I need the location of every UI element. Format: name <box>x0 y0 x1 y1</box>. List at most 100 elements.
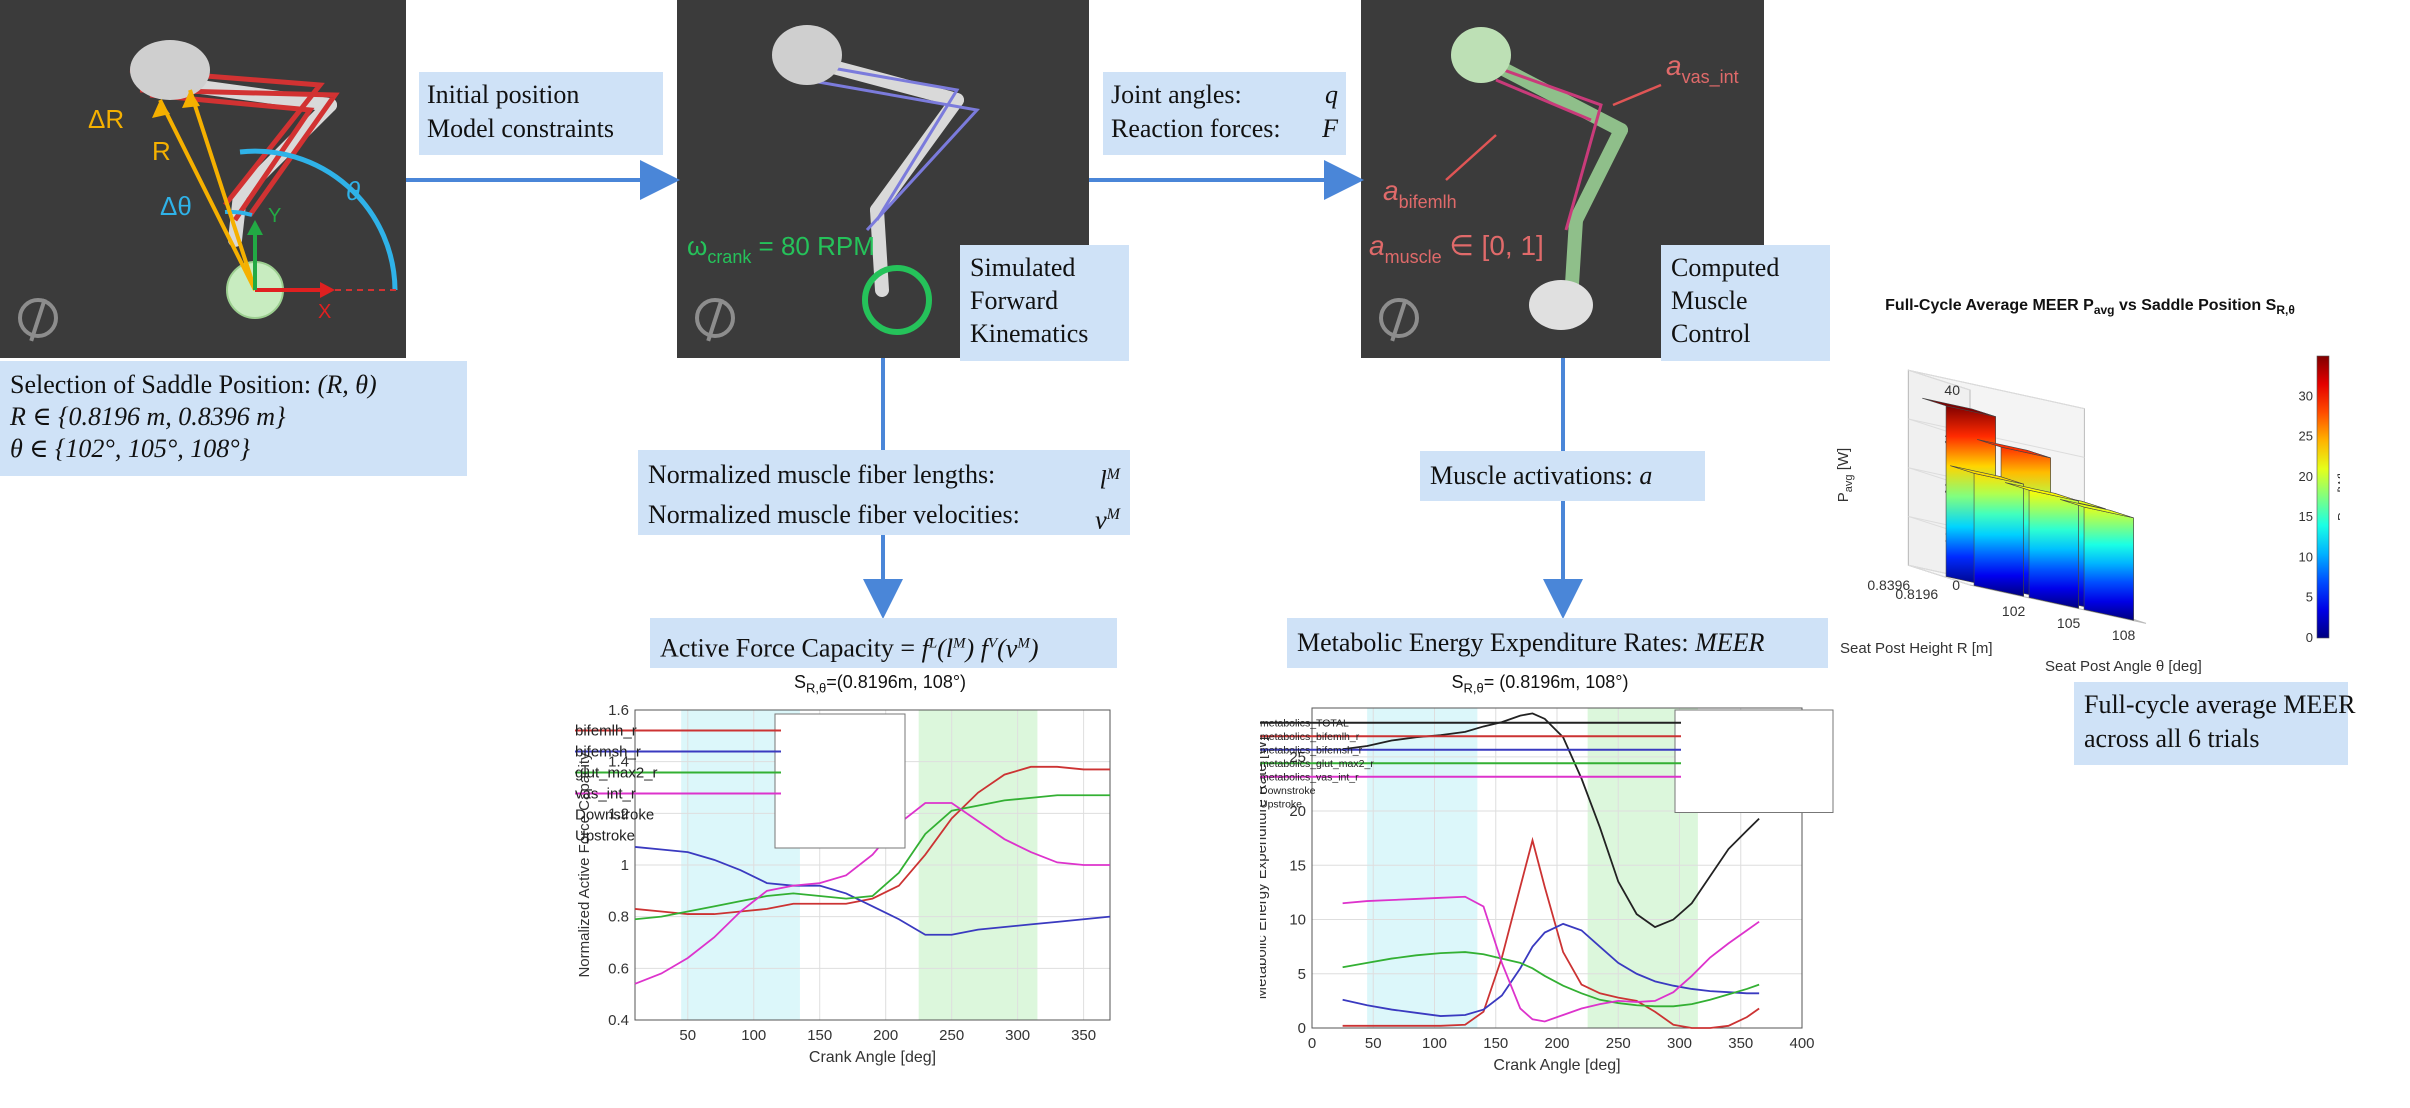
crank-speed-label: ωcrank = 80 RPM <box>687 231 875 267</box>
vas-arrow <box>1612 83 1662 107</box>
r-tick-label: 0.8396 <box>1867 577 1910 593</box>
opensim-logo-icon <box>695 298 735 338</box>
z-tick-label: 40 <box>1944 382 1960 398</box>
afc-title-subscript: R,θ <box>806 680 827 696</box>
r-tick-label: 0.8196 <box>1895 586 1938 602</box>
bar-top-0.8196-108 <box>2060 499 2134 519</box>
opensim-logo-icon <box>18 298 58 338</box>
theta-tick-label: 105 <box>2057 615 2081 631</box>
control-text: Control <box>1671 319 1751 348</box>
pelvis <box>1451 27 1511 83</box>
series-line-glut_max2_r <box>634 794 1110 921</box>
activation-symbol: a <box>1639 461 1653 490</box>
theta-tick-label: 108 <box>2112 627 2136 643</box>
saddle-selection-symbol: (R, θ) <box>317 370 377 399</box>
pelvis <box>772 25 842 85</box>
y-tick-label: 1.4 <box>608 754 629 771</box>
legend-label-bifemsh_r: bifemsh_r <box>575 744 641 761</box>
muscle-control-figure: avas_int abifemlh amuscle ∈ [0, 1] <box>1369 27 1739 330</box>
series-line-vas_int_r <box>634 802 1110 985</box>
forward-text: Forward <box>970 286 1059 315</box>
simulated-fk-box: Simulated Forward Kinematics <box>960 245 1129 361</box>
z-tick-label: 0 <box>1952 577 1960 593</box>
a-vas-subscript: vas_int <box>1682 67 1739 88</box>
bar3d-title-sub1: avg <box>2093 303 2115 318</box>
afc-title-rest: =(0.8196m, 108°) <box>826 672 967 692</box>
pelvis <box>130 40 210 100</box>
colorbar-label-unit: [W] <box>2335 473 2340 496</box>
y-tick-label: 1 <box>621 857 629 874</box>
legend-label-metabolics_vas_int_r: metabolics_vas_int_r <box>1260 771 1359 783</box>
joint-angles-box: Joint angles: q Reaction forces: F <box>1103 72 1346 155</box>
meer-title-subscript: R,θ <box>1463 680 1484 696</box>
r-arrow-1 <box>158 99 257 291</box>
x-tick-label: 300 <box>1667 1035 1692 1052</box>
series-line-bifemsh_r <box>634 846 1111 936</box>
opensim-logo-icon <box>1379 298 1419 338</box>
y-axis-label: Metabolic Energy Expenditure Rate [W] <box>1260 737 1270 1000</box>
active-force-capacity-box: Active Force Capacity = fL(lM) fV(vM) <box>650 618 1117 668</box>
theta-arc <box>239 148 398 291</box>
muscle-lines <box>786 58 980 232</box>
series-line-metabolics_vas_int_r <box>1342 895 1760 1023</box>
muscle-lines <box>1475 58 1603 231</box>
r-arrow-2 <box>188 89 257 291</box>
y-axis-label: Normalized Active Force Capacity <box>576 752 593 978</box>
delta-r-label: ΔR <box>88 104 124 134</box>
meer-title-s: S <box>1451 672 1464 692</box>
meer-symbol: MEER <box>1695 628 1765 657</box>
a-vas-label: avas_int <box>1666 50 1739 88</box>
z-axis-label-main: P <box>1835 492 1852 502</box>
x-tick-label: 100 <box>741 1027 766 1044</box>
initial-position-box: Initial position Model constraints <box>419 72 663 155</box>
a-bifemlh-subscript: bifemlh <box>1399 192 1457 212</box>
y-tick-label: 5 <box>1298 966 1306 983</box>
simulated-text: Simulated <box>970 253 1076 282</box>
y-tick-label: 1.6 <box>608 702 629 719</box>
bar-front-0.8196-108 <box>2083 506 2134 621</box>
legend-label-metabolics_glut_max2_r: metabolics_glut_max2_r <box>1260 758 1374 770</box>
kinematics-figure: ωcrank = 80 RPM <box>687 25 980 335</box>
saddle-selection-box: Selection of Saddle Position: (R, θ) R ∈… <box>0 361 467 476</box>
z-grid-line <box>1908 369 2085 410</box>
shaded-region-downstroke <box>1367 708 1478 1028</box>
a-muscle-subscript: muscle <box>1385 247 1442 267</box>
full-cycle-box: Full-cycle average MEER across all 6 tri… <box>2074 682 2356 765</box>
legend-label-metabolics_bifemsh_r: metabolics_bifemsh_r <box>1260 744 1363 756</box>
x-tick-label: 150 <box>1483 1035 1508 1052</box>
leg-bones <box>1479 53 1628 307</box>
colorbar-tick-label: 10 <box>2299 549 2313 564</box>
meer-chart-title: SR,θ= (0.8196m, 108°) <box>1290 672 1790 696</box>
colorbar-label: Pavg [W] <box>2335 473 2340 521</box>
crank-hub <box>1529 280 1593 330</box>
x-axis-label: Crank Angle [deg] <box>1493 1057 1620 1074</box>
series-line-bifemlh_r <box>634 765 1110 915</box>
meer-title-rest: = (0.8196m, 108°) <box>1483 672 1629 692</box>
legend-label-metabolics_bifemlh_r: metabolics_bifemlh_r <box>1260 731 1360 743</box>
full-cycle-line1: Full-cycle average MEER <box>2084 690 2356 719</box>
z-axis-label-sub: avg <box>1843 474 1855 492</box>
computed-control-box: Computed Muscle Control <box>1661 245 1830 361</box>
a-muscle-range: ∈ [0, 1] <box>1442 230 1544 261</box>
colorbar-label-main: P <box>2335 512 2340 521</box>
x-tick-label: 200 <box>1544 1035 1569 1052</box>
y-tick-label: 1.2 <box>608 805 629 822</box>
afc-chart: 50 100 150 200 250 300 350 0.4 0.6 0.8 1 1.2 1.4 1.6 C… <box>575 702 1111 1066</box>
legend-box <box>774 713 906 849</box>
x-axis-label: Seat Post Height R [m] <box>1840 640 1993 657</box>
bar-top-0.8396-102 <box>1922 397 1996 417</box>
x-tick-label: 250 <box>1606 1035 1631 1052</box>
y-tick-label: 0.6 <box>608 960 629 977</box>
y-axis-arrowhead <box>247 220 263 235</box>
r-arrowhead-1 <box>152 100 170 118</box>
muscle-activations-box: Muscle activations: a <box>1420 451 1705 501</box>
x-tick-label: 100 <box>1422 1035 1447 1052</box>
series-line-metabolics_bifemsh_r <box>1342 922 1760 1017</box>
meer-label: Metabolic Energy Expenditure Rates: <box>1297 628 1689 657</box>
bar3d-title-a: Full-Cycle Average MEER P <box>1885 297 2094 314</box>
x-axis-label: Crank Angle [deg] <box>809 1049 936 1066</box>
z-axis-label-unit: [W] <box>1835 448 1852 475</box>
afc-formula: fL(lM) fV(vM) <box>921 633 1039 663</box>
x-tick-label: 300 <box>1005 1027 1030 1044</box>
